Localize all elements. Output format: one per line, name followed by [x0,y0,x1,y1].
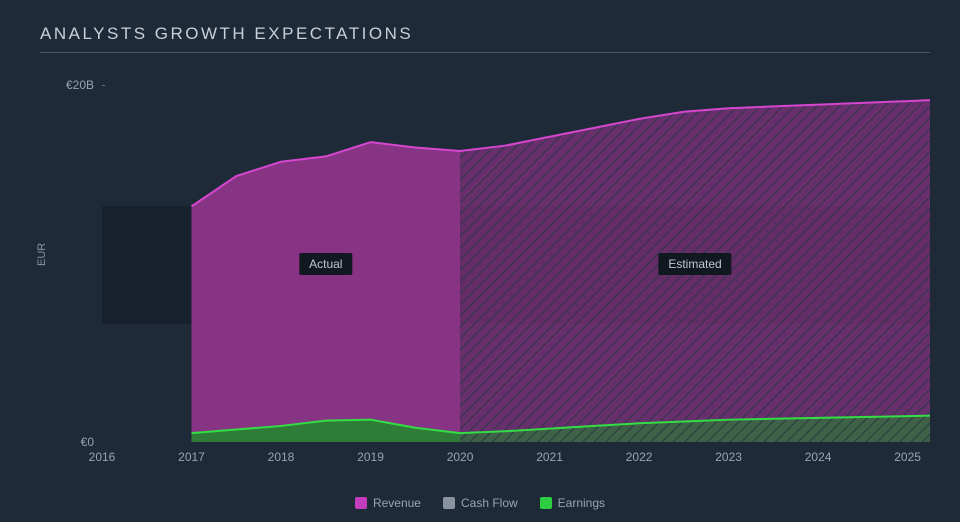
legend-label-earnings: Earnings [558,496,605,510]
y-axis-title: EUR [36,243,48,266]
x-tick: 2016 [89,450,116,464]
legend-label-cashflow: Cash Flow [461,496,518,510]
legend-item-cashflow: Cash Flow [443,496,518,510]
x-tick: 2021 [536,450,563,464]
legend-swatch-cashflow [443,497,455,509]
x-tick: 2023 [715,450,742,464]
legend-item-earnings: Earnings [540,496,605,510]
x-tick: 2019 [357,450,384,464]
x-tick: 2017 [178,450,205,464]
legend: Revenue Cash Flow Earnings [0,496,960,510]
chart-plot-area: 2016201720182019202020212022202320242025… [102,85,930,442]
legend-item-revenue: Revenue [355,496,421,510]
chart-title: ANALYSTS GROWTH EXPECTATIONS [40,24,413,44]
legend-swatch-revenue [355,497,367,509]
chart-svg [102,85,930,442]
y-tick: €0 [81,435,94,449]
x-tick: 2025 [894,450,921,464]
x-tick: 2018 [268,450,295,464]
legend-swatch-earnings [540,497,552,509]
x-tick: 2020 [447,450,474,464]
x-tick: 2024 [805,450,832,464]
x-tick: 2022 [626,450,653,464]
y-tick: €20B [66,78,94,92]
title-underline [40,52,930,53]
legend-label-revenue: Revenue [373,496,421,510]
